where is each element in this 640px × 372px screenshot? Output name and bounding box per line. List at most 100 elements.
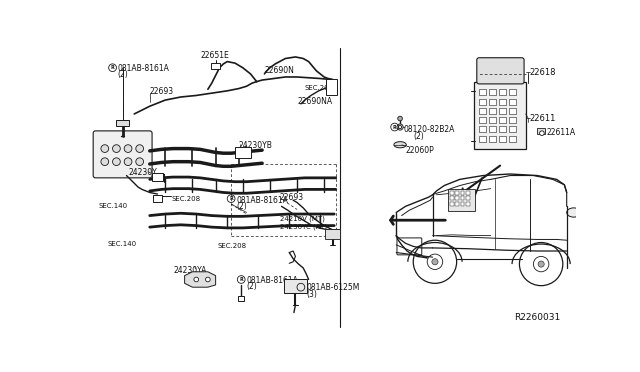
Circle shape [101,145,109,153]
Bar [466,196,470,200]
Text: R: R [229,196,233,201]
Bar [489,126,496,132]
Bar [326,79,337,95]
Circle shape [136,145,143,153]
Bar [455,196,459,200]
Circle shape [399,125,402,129]
Bar [448,189,476,211]
Bar [499,135,506,142]
Bar [479,117,486,123]
Text: R: R [239,277,243,282]
Text: 081AB-8161A: 081AB-8161A [237,196,289,205]
Text: 081AB-8161A: 081AB-8161A [117,64,169,73]
Bar [489,89,496,96]
Bar [461,196,465,200]
Text: (2): (2) [413,132,424,141]
Text: (2): (2) [117,70,128,79]
Text: SEC.208: SEC.208 [172,196,200,202]
Bar [325,230,340,239]
Bar [479,108,486,114]
Text: 22611A: 22611A [547,128,575,137]
Bar [466,191,470,195]
Text: 22690N: 22690N [264,66,294,75]
Text: SEC.200: SEC.200 [305,85,334,91]
Bar [450,196,454,200]
Circle shape [432,259,438,265]
Text: SEC.208: SEC.208 [218,243,247,249]
Bar [152,173,163,181]
Ellipse shape [566,208,580,217]
Text: 22618: 22618 [529,68,556,77]
Bar [466,202,470,206]
Bar [537,128,545,134]
Text: 22693: 22693 [150,87,174,96]
Text: R: R [111,65,115,70]
Bar [509,135,516,142]
Text: 22651E: 22651E [200,51,229,60]
Bar [479,89,486,96]
Text: 24230YC (AT): 24230YC (AT) [280,223,327,230]
Text: (2): (2) [237,202,247,211]
Text: 22693: 22693 [280,193,304,202]
Bar [499,117,506,123]
Text: 22611: 22611 [529,114,556,123]
FancyBboxPatch shape [477,58,524,84]
Bar [499,99,506,105]
Text: 24230Y: 24230Y [128,168,157,177]
Text: 22690NA: 22690NA [297,97,332,106]
Text: R: R [299,285,303,290]
Bar [499,126,506,132]
Bar [499,108,506,114]
Bar [450,191,454,195]
Bar [455,191,459,195]
Circle shape [205,277,210,282]
FancyBboxPatch shape [474,82,527,150]
Text: 24230YB: 24230YB [239,141,273,150]
Polygon shape [184,272,216,287]
Bar [479,126,486,132]
Circle shape [136,158,143,166]
Text: 08120-82B2A: 08120-82B2A [404,125,455,135]
Bar [461,202,465,206]
Bar [479,99,486,105]
Bar [509,108,516,114]
Text: SEC.140: SEC.140 [107,241,136,247]
Circle shape [397,124,403,130]
Circle shape [538,261,544,267]
Bar [116,120,129,126]
Text: 24230YA: 24230YA [173,266,206,275]
Bar [489,108,496,114]
Circle shape [113,145,120,153]
Circle shape [397,116,403,121]
Bar [509,117,516,123]
Circle shape [540,131,544,135]
Text: (2): (2) [246,282,257,291]
Bar [479,135,486,142]
Text: 081AB-6125M: 081AB-6125M [307,283,360,292]
Bar [509,99,516,105]
Bar [450,202,454,206]
Bar [153,195,162,202]
Bar [238,296,244,301]
Text: 22060P: 22060P [406,146,435,155]
Circle shape [101,158,109,166]
Text: SEC.140: SEC.140 [99,203,128,209]
Bar [235,147,250,158]
Bar [211,63,220,69]
Bar [489,99,496,105]
Circle shape [113,158,120,166]
Circle shape [194,277,198,282]
Bar [284,279,307,294]
Bar [489,117,496,123]
Ellipse shape [394,142,406,148]
Bar [330,229,339,236]
Bar [509,126,516,132]
Text: 24210V (MT): 24210V (MT) [280,216,325,222]
Bar [509,89,516,96]
Circle shape [124,158,132,166]
Text: 081AB-8161A: 081AB-8161A [246,276,298,285]
Bar [455,202,459,206]
FancyBboxPatch shape [93,131,152,178]
Text: (3): (3) [307,289,317,298]
Text: R: R [393,125,397,129]
